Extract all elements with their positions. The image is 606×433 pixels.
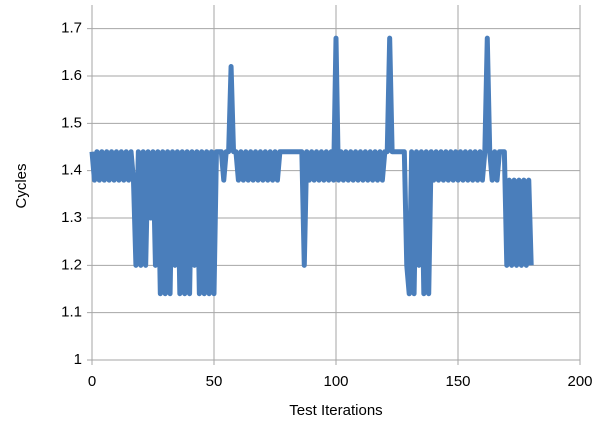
x-tick-label: 200 [567, 373, 592, 390]
y-axis-label: Cycles [13, 163, 30, 208]
y-tick-label: 1.6 [61, 67, 82, 84]
y-tick-label: 1.5 [61, 114, 82, 131]
data-line [89, 35, 534, 297]
x-tick-label: 150 [445, 373, 470, 390]
x-tick-label: 0 [88, 373, 96, 390]
y-tick-label: 1.7 [61, 20, 82, 37]
y-tick-label: 1.2 [61, 256, 82, 273]
x-tick-label: 50 [206, 373, 223, 390]
y-tick-label: 1.1 [61, 304, 82, 321]
y-tick-label: 1.3 [61, 209, 82, 226]
y-tick-label: 1 [74, 351, 82, 368]
y-tick-label: 1.4 [61, 162, 82, 179]
x-axis-label: Test Iterations [289, 402, 382, 419]
x-tick-label: 100 [323, 373, 348, 390]
